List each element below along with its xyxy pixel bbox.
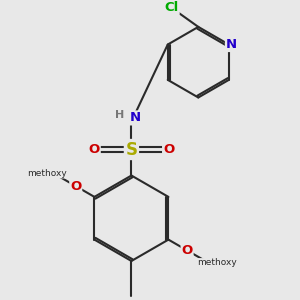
Text: O: O [70, 180, 81, 193]
Text: O: O [182, 244, 193, 257]
Text: Cl: Cl [164, 1, 179, 14]
Text: S: S [125, 140, 137, 158]
Text: O: O [88, 143, 100, 156]
Text: H: H [115, 110, 124, 120]
Text: N: N [130, 111, 141, 124]
Text: methoxy: methoxy [27, 169, 67, 178]
Text: N: N [226, 38, 237, 51]
Text: O: O [163, 143, 174, 156]
Text: methoxy: methoxy [197, 258, 237, 267]
